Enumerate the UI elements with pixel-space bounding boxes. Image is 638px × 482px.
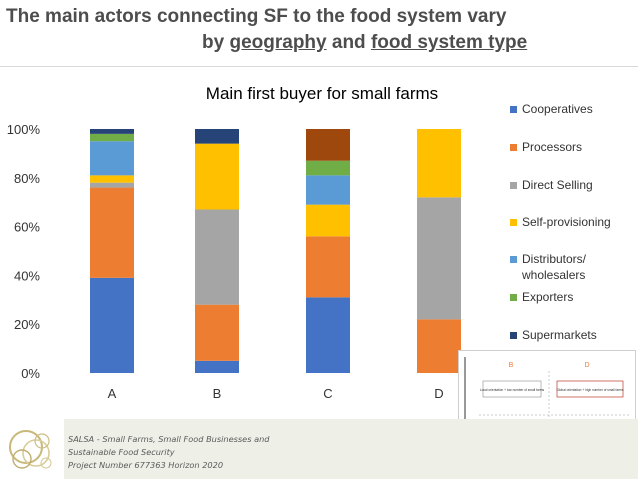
bar-segment-B-2 (195, 209, 239, 305)
stacked-bar-chart: Main first buyer for small farms 0% 20% 40… (7, 84, 611, 401)
footer-line-3: Project Number 677363 Horizon 2020 (68, 460, 224, 470)
slide-title-food-system-type: food system type (370, 32, 528, 53)
bar-segment-C-3 (306, 204, 350, 237)
x-tick-label: C (323, 386, 332, 401)
legend: Cooperatives Processors Direct Selling Self… (510, 102, 611, 342)
inset-label-d: D (584, 362, 589, 369)
legend-swatch (510, 106, 517, 113)
y-tick-label: 40% (14, 268, 40, 283)
x-tick-label: D (434, 386, 443, 401)
bar-segment-C-7 (306, 129, 350, 161)
bar-segment-D-3 (417, 129, 461, 198)
footer-strip (64, 419, 638, 479)
legend-label: Direct Selling (522, 178, 593, 192)
slide-title-and: and (331, 32, 366, 53)
legend-swatch (510, 219, 517, 226)
y-axis: 0% 20% 40% 60% 80% 100% (7, 122, 41, 381)
bar-segment-A-6 (90, 129, 134, 134)
footer-text: SALSA - Small Farms, Small Food Business… (68, 433, 269, 472)
bar-segment-B-3 (195, 143, 239, 210)
footer-line-2: Sustainable Food Security (68, 447, 175, 457)
bar-segment-A-1 (90, 187, 134, 278)
bar-segment-C-5 (306, 160, 350, 176)
legend-label-cont: wholesalers (521, 268, 585, 282)
inset-label-b: B (509, 362, 514, 369)
bar-segment-C-4 (306, 175, 350, 205)
bar-segment-B-6 (195, 129, 239, 144)
x-axis: A B C D (108, 386, 444, 401)
inset-box-top-right-text: Global orientation + high number of smal… (556, 388, 623, 392)
bar-segment-A-2 (90, 182, 134, 188)
slide-title-by: by (202, 32, 225, 53)
bar-segment-A-3 (90, 175, 134, 183)
x-tick-label: A (108, 386, 117, 401)
legend-label: Exporters (522, 290, 573, 304)
legend-label: Cooperatives (522, 102, 593, 116)
slide-title-geography: geography (229, 32, 327, 53)
y-tick-label: 0% (21, 366, 40, 381)
legend-label: Self-provisioning (522, 215, 611, 229)
y-tick-label: 100% (7, 122, 41, 137)
bar-segment-B-0 (195, 360, 239, 373)
slide-title-line1: The main actors connecting SF to the foo… (6, 6, 507, 27)
chart-panel: Main first buyer for small farms 0% 20% 40… (0, 66, 638, 420)
bar-segment-B-1 (195, 304, 239, 361)
footer: SALSA - Small Farms, Small Food Business… (0, 419, 638, 479)
x-tick-label: B (213, 386, 222, 401)
bar-segment-A-0 (90, 277, 134, 373)
bar-segment-A-4 (90, 141, 134, 176)
salsa-logo-icon (9, 430, 52, 469)
chart-title: Main first buyer for small farms (206, 84, 438, 103)
bar-segment-C-0 (306, 297, 350, 373)
bar-segment-D-2 (417, 197, 461, 320)
slide-title-line2: by geography and food system type (6, 30, 606, 56)
inset-box-top-left-text: Local orientation + low number of small … (480, 388, 545, 392)
legend-label: Supermarkets (522, 328, 597, 342)
y-tick-label: 20% (14, 317, 40, 332)
legend-swatch (510, 332, 517, 339)
y-tick-label: 60% (14, 220, 40, 235)
inset-box-top-right (556, 380, 624, 398)
inset-box-top-left (482, 380, 542, 398)
bar-segment-D-1 (417, 319, 461, 373)
bars-group (90, 129, 461, 373)
y-tick-label: 80% (14, 171, 40, 186)
legend-swatch (510, 256, 517, 263)
legend-swatch (510, 182, 517, 189)
legend-swatch (510, 294, 517, 301)
footer-line-1: SALSA - Small Farms, Small Food Business… (68, 434, 270, 444)
slide-title: The main actors connecting SF to the foo… (6, 4, 606, 56)
bar-segment-A-5 (90, 133, 134, 142)
legend-swatch (510, 144, 517, 151)
bar-segment-C-1 (306, 236, 350, 298)
legend-label: Processors (522, 140, 582, 154)
legend-label: Distributors/ (522, 252, 587, 266)
